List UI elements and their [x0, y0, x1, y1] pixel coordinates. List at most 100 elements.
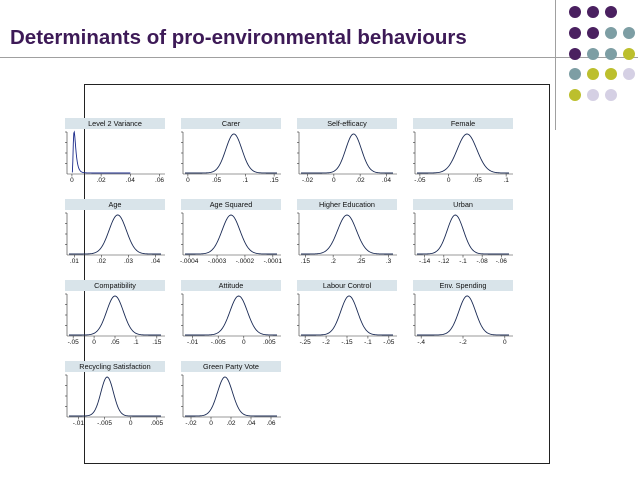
- x-tick-label: -.0004: [179, 258, 199, 265]
- x-tick-label: -.05: [383, 339, 395, 346]
- slide-title: Determinants of pro-environmental behavi…: [10, 26, 467, 49]
- x-tick-label: .005: [263, 339, 276, 346]
- dot-purple: [587, 6, 599, 18]
- dot-purple: [569, 6, 581, 18]
- panel-title: Attitude: [181, 280, 281, 291]
- dot-olive: [587, 68, 599, 80]
- x-tick-label: .05: [212, 177, 222, 184]
- x-tick-label: 0: [332, 177, 336, 184]
- x-tick-label: -.2: [459, 339, 467, 346]
- x-tick-label: 0: [446, 177, 451, 184]
- header-vertical-divider: [555, 0, 556, 130]
- x-tick-label: -.1: [364, 339, 372, 346]
- density-curve: [69, 214, 161, 255]
- density-panel: Attitude -.01 -.005 0 .005: [181, 280, 281, 346]
- dot-teal: [623, 27, 635, 39]
- x-tick-label: .06: [155, 177, 165, 184]
- x-tick-label: .02: [96, 258, 106, 265]
- panel-title: Compatibility: [65, 280, 165, 291]
- dot-lavender: [605, 89, 617, 101]
- density-panel: Self-efficacy -.02 0 .02 .04: [297, 118, 397, 184]
- density-curve: [301, 214, 393, 255]
- density-curve: [185, 376, 277, 417]
- x-tick-label: .2: [330, 258, 336, 265]
- panel-title: Green Party Vote: [181, 361, 281, 372]
- x-tick-label: .3: [385, 258, 392, 265]
- density-plot: [413, 293, 513, 339]
- x-tick-label: -.2: [322, 339, 330, 346]
- density-plot: [65, 212, 165, 258]
- density-panel: Age .01 .02 .03 .04: [65, 199, 165, 265]
- x-tick-label: -.14: [419, 258, 431, 265]
- density-curve: [71, 130, 131, 174]
- density-curve: [69, 295, 161, 336]
- x-tick-label: .05: [110, 339, 120, 346]
- x-tick-label: -.06: [495, 258, 507, 265]
- density-plot: [413, 212, 513, 258]
- x-tick-label: -.01: [72, 420, 85, 427]
- density-curve: [185, 295, 277, 336]
- x-tick-label: .05: [472, 177, 482, 184]
- x-tick-label: -.08: [476, 258, 488, 265]
- dot-purple: [569, 27, 581, 39]
- header-divider: [0, 57, 638, 58]
- x-tick-label: .25: [356, 258, 366, 265]
- dot-lavender: [623, 68, 635, 80]
- x-tick-label: -.02: [185, 420, 197, 427]
- x-tick-label: .15: [300, 258, 310, 265]
- x-tick-label: .005: [150, 420, 164, 427]
- panel-title: Labour Control: [297, 280, 397, 291]
- density-panel: Urban -.14 -.12 -.1 -.08 -.06: [413, 199, 513, 265]
- x-tick-label: -.25: [299, 339, 311, 346]
- x-tick-label: 0: [209, 420, 213, 427]
- density-plot: [297, 131, 397, 177]
- density-panel: Higher Education .15 .2 .25 .3: [297, 199, 397, 265]
- dot-purple: [587, 27, 599, 39]
- dot-teal: [569, 68, 581, 80]
- x-tick-label: -.02: [301, 177, 314, 184]
- x-tick-label: -.4: [417, 339, 425, 346]
- density-panel: Age Squared -.0004 -.0003 -.0002 -.0001: [179, 199, 283, 265]
- density-plot: [297, 212, 397, 258]
- x-tick-label: .15: [152, 339, 162, 346]
- x-tick-label: .01: [69, 258, 79, 265]
- panel-title: Carer: [181, 118, 281, 129]
- dot-olive: [569, 89, 581, 101]
- dot-teal: [605, 48, 617, 60]
- density-curve: [417, 133, 510, 174]
- density-plot: [181, 212, 281, 258]
- density-plot: [65, 374, 165, 420]
- x-tick-label: 0: [241, 339, 246, 346]
- x-tick-label: -.12: [438, 258, 450, 265]
- x-tick-label: .02: [226, 420, 236, 427]
- density-curve: [301, 133, 393, 174]
- x-tick-label: .1: [242, 177, 249, 184]
- x-tick-label: .04: [246, 420, 256, 427]
- density-curve: [301, 295, 393, 336]
- x-tick-label: -.0002: [235, 258, 255, 265]
- panel-title: Age Squared: [181, 199, 281, 210]
- x-tick-label: -.15: [341, 339, 353, 346]
- density-panel: Female -.05 0 .05 .1: [413, 118, 513, 184]
- x-tick-label: .06: [266, 420, 276, 427]
- density-plot: [181, 374, 281, 420]
- density-panel: Green Party Vote -.02 0 .02 .04 .06: [181, 361, 281, 427]
- x-tick-label: -.0001: [263, 258, 283, 265]
- x-tick-label: -.05: [67, 339, 79, 346]
- dot-olive: [605, 68, 617, 80]
- density-plot: [181, 293, 281, 339]
- x-tick-label: -.005: [210, 339, 226, 346]
- density-panel: Env. Spending -.4 -.2 0: [413, 280, 513, 346]
- dot-purple: [605, 6, 617, 18]
- density-curve: [185, 133, 277, 174]
- density-panel: Compatibility -.05 0 .05 .1 .15: [65, 280, 165, 346]
- x-tick-label: .1: [133, 339, 139, 346]
- dot-teal: [605, 27, 617, 39]
- x-tick-label: -.0003: [207, 258, 227, 265]
- x-tick-label: .04: [151, 258, 161, 265]
- x-tick-label: .04: [125, 177, 135, 184]
- density-panel: Level 2 Variance 0 .02 .04 .06: [65, 118, 165, 184]
- x-tick-label: .02: [96, 177, 106, 184]
- density-plot: [181, 131, 281, 177]
- density-plot: [65, 293, 165, 339]
